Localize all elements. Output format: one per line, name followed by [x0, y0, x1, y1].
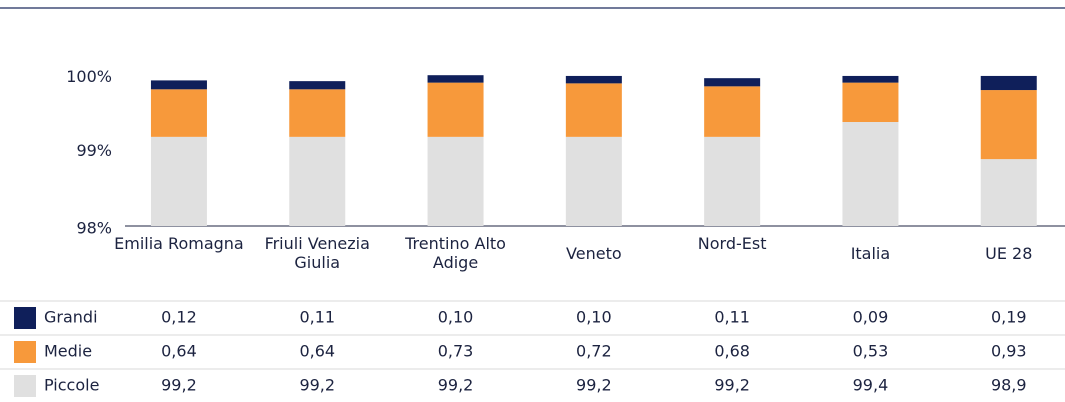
bar-segment	[289, 136, 346, 226]
data-label: 99,2	[438, 376, 474, 395]
legend-label: Medie	[44, 342, 92, 361]
legend-label: Grandi	[44, 308, 98, 327]
bar-segment	[980, 75, 1037, 91]
data-label: 0,19	[991, 308, 1027, 327]
bar-segment	[980, 90, 1037, 160]
bar-segment	[842, 122, 899, 226]
y-tick-label: 98%	[76, 219, 112, 238]
data-label: 0,53	[853, 342, 889, 361]
data-label: 0,10	[576, 308, 612, 327]
data-label: 0,11	[299, 308, 335, 327]
legend-swatch	[14, 307, 36, 329]
x-tick-label: Friuli Venezia Giulia	[264, 234, 370, 272]
bar-segment	[842, 75, 899, 83]
bar-segment	[150, 136, 207, 226]
bar-segment	[289, 81, 346, 90]
data-label: 0,72	[576, 342, 612, 361]
data-label: 98,9	[991, 376, 1027, 395]
bar-segment	[704, 86, 761, 137]
y-tick-label: 99%	[76, 141, 112, 160]
data-label: 99,2	[576, 376, 612, 395]
data-label: 0,10	[438, 308, 474, 327]
bar-segment	[427, 75, 484, 83]
legend-swatch	[14, 341, 36, 363]
legend-swatch	[14, 375, 36, 397]
data-label: 0,09	[853, 308, 889, 327]
bar-segment	[565, 136, 622, 226]
x-tick-label: Nord-Est	[697, 234, 767, 253]
data-label: 99,2	[714, 376, 750, 395]
data-label: 0,68	[714, 342, 750, 361]
x-tick-label: Veneto	[566, 244, 622, 263]
y-tick-label: 100%	[66, 67, 112, 86]
data-label: 99,2	[161, 376, 197, 395]
bar-segment	[289, 89, 346, 137]
bar-segment	[980, 159, 1037, 226]
data-label: 0,64	[299, 342, 335, 361]
x-tick-label: Emilia Romagna	[114, 234, 244, 253]
legend-label: Piccole	[44, 376, 99, 395]
bar-segment	[704, 136, 761, 226]
x-tick-label: Trentino Alto Adige	[405, 234, 506, 272]
data-label: 0,12	[161, 308, 197, 327]
data-label: 0,73	[438, 342, 474, 361]
data-label: 0,93	[991, 342, 1027, 361]
bar-segment	[842, 82, 899, 122]
bar-segment	[150, 80, 207, 90]
data-label: 99,4	[853, 376, 889, 395]
data-label: 0,11	[714, 308, 750, 327]
data-label: 0,64	[161, 342, 197, 361]
x-tick-label: Italia	[850, 244, 891, 263]
data-label: 99,2	[299, 376, 335, 395]
bar-segment	[427, 82, 484, 137]
bar-segment	[704, 78, 761, 87]
bar-segment	[427, 136, 484, 226]
bar-segment	[565, 83, 622, 137]
bar-segment	[150, 89, 207, 137]
bar-segment	[565, 75, 622, 84]
x-tick-label: UE 28	[985, 244, 1033, 263]
